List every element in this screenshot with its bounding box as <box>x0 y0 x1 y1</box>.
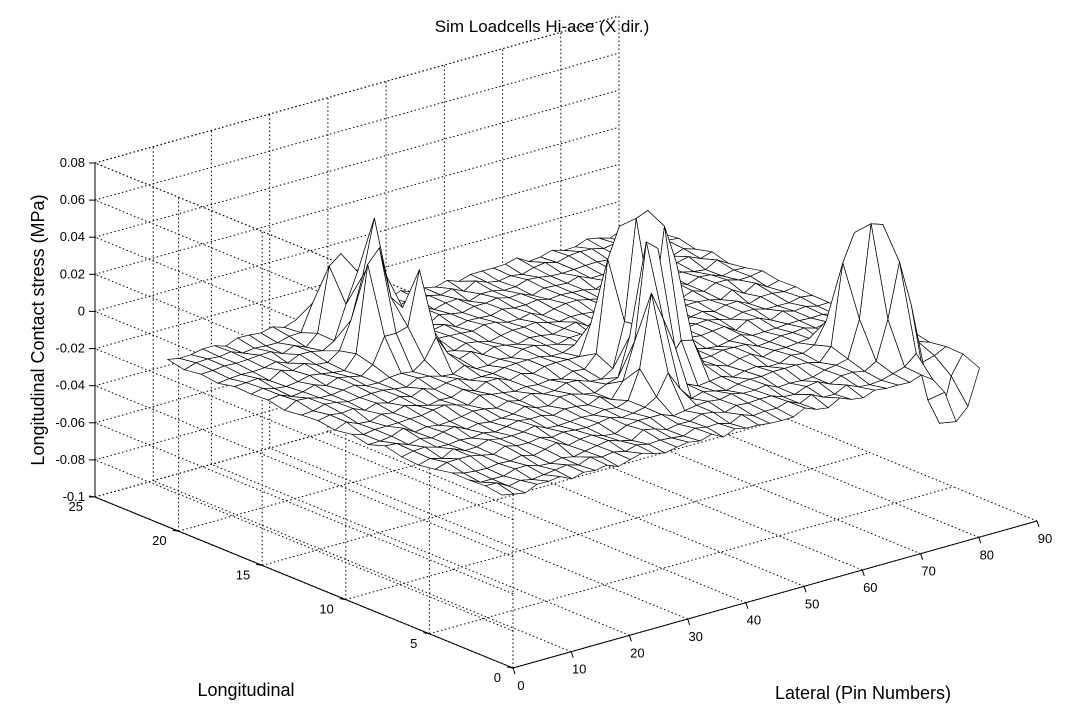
surface-mesh <box>166 209 980 496</box>
z-tick-label: 0 <box>78 303 85 318</box>
surface-cell <box>484 482 515 496</box>
y-tick-label: 80 <box>980 547 994 562</box>
y-tick-label: 30 <box>688 629 702 644</box>
left-wall-grid-line <box>94 310 514 483</box>
floor-grid-line <box>345 452 870 601</box>
x-tick-mark <box>88 495 96 498</box>
y-tick-mark <box>1036 520 1040 528</box>
left-wall-grid-line <box>94 459 514 632</box>
z-tick-label: 0.06 <box>60 192 85 207</box>
y-tick-mark <box>687 618 691 626</box>
x-tick-label: 20 <box>152 533 166 548</box>
left-wall-grid-line <box>94 385 514 558</box>
x-tick-mark <box>256 563 263 566</box>
left-wall-grid-line <box>94 199 514 372</box>
x-tick-label: 0 <box>494 670 501 685</box>
x-tick-mark <box>339 598 346 601</box>
y-tick-mark <box>628 635 632 642</box>
z-tick-label: 0.04 <box>60 229 85 244</box>
left-wall-grid-line <box>94 348 514 521</box>
floor-grid-line <box>153 480 572 653</box>
y-tick-mark <box>861 569 865 577</box>
left-wall-grid-line <box>94 422 514 595</box>
y-tick-label: 20 <box>630 645 644 660</box>
y-tick-mark <box>570 651 574 658</box>
z-tick-label: -0.02 <box>55 341 85 356</box>
floor-grid-line <box>211 463 630 636</box>
box-top-edge <box>94 162 514 335</box>
y-tick-mark <box>512 667 516 675</box>
y-tick-label: 60 <box>863 580 877 595</box>
y-tick-label: 10 <box>572 662 586 677</box>
x-tick-mark <box>172 529 179 532</box>
left-wall-grid-line <box>94 273 514 446</box>
x-tick-label: 25 <box>69 499 83 514</box>
y-tick-label: 50 <box>805 596 819 611</box>
z-tick-label: -0.08 <box>55 452 85 467</box>
axes-box <box>88 162 1040 675</box>
x-tick-label: 10 <box>319 602 333 617</box>
z-tick-label: -0.06 <box>55 415 85 430</box>
back-wall-grid-line <box>94 89 620 238</box>
y-tick-label: 90 <box>1038 531 1052 546</box>
x-tick-label: 5 <box>410 636 417 651</box>
x-tick-mark <box>506 666 514 669</box>
back-wall-grid-line <box>94 163 620 312</box>
z-tick-label: -0.04 <box>55 378 85 393</box>
z-tick-label: 0.08 <box>60 155 85 170</box>
box-top-edge <box>94 15 620 164</box>
y-tick-label: 40 <box>747 613 761 628</box>
x-axis-label: Longitudinal <box>197 680 294 700</box>
y-tick-mark <box>803 586 807 593</box>
floor-grid-line <box>269 447 688 620</box>
y-tick-mark <box>745 602 749 609</box>
tick-labels: -0.1 -0.08 -0.06 -0.04 -0.02 0 0.02 0.04 0.06 0.0… <box>55 155 1052 693</box>
y-tick-label: 70 <box>921 564 935 579</box>
y-tick-mark <box>920 553 924 560</box>
z-tick-label: -0.1 <box>63 489 85 504</box>
left-wall-grid-line <box>94 236 514 409</box>
x-axis-line <box>94 496 514 669</box>
back-wall-grid-line <box>94 52 620 201</box>
y-tick-mark <box>978 537 982 544</box>
z-axis-label: Longitudinal Contact stress (MPa) <box>28 194 48 465</box>
chart-title: Sim Loadcells Hi-ace (X dir.) <box>435 17 649 36</box>
y-axis-line <box>512 520 1038 669</box>
back-wall-grid-line <box>94 126 620 275</box>
x-tick-label: 15 <box>236 567 250 582</box>
floor-grid-line <box>327 431 747 604</box>
y-axis-label: Lateral (Pin Numbers) <box>775 683 951 703</box>
floor-grid-line <box>429 486 954 635</box>
z-tick-label: 0.02 <box>60 266 85 281</box>
x-tick-mark <box>423 632 430 635</box>
y-tick-label: 0 <box>517 678 524 693</box>
